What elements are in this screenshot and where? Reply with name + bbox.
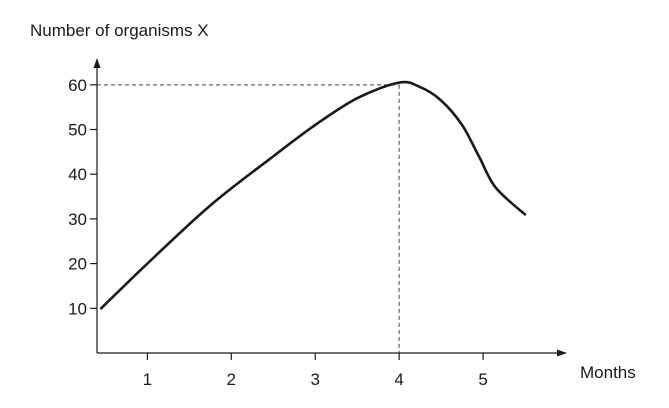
series-layer — [99, 80, 527, 310]
y-tick-label: 50 — [68, 121, 87, 140]
y-axis-title: Number of organisms X — [30, 21, 209, 40]
y-tick-label: 10 — [68, 299, 87, 318]
y-tick-label: 60 — [68, 76, 87, 95]
x-axis-arrowhead — [557, 349, 567, 357]
axes — [93, 58, 567, 357]
y-tick-label: 20 — [68, 255, 87, 274]
reference-lines — [97, 84, 400, 353]
x-tick-label: 2 — [227, 370, 236, 389]
organisms-x-curve — [99, 80, 527, 310]
y-tick-label: 30 — [68, 210, 87, 229]
y-tick-label: 40 — [68, 165, 87, 184]
x-tick-label: 1 — [143, 370, 152, 389]
x-tick-label: 4 — [394, 370, 403, 389]
x-tick-label: 3 — [310, 370, 319, 389]
y-axis-arrowhead — [93, 58, 101, 68]
x-axis-title: Months — [580, 363, 636, 382]
ticks: 10 20 30 40 50 60 1 2 3 4 5 — [68, 76, 488, 389]
x-tick-label: 5 — [478, 370, 487, 389]
